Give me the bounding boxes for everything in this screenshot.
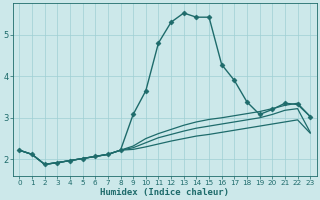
X-axis label: Humidex (Indice chaleur): Humidex (Indice chaleur) bbox=[100, 188, 229, 197]
